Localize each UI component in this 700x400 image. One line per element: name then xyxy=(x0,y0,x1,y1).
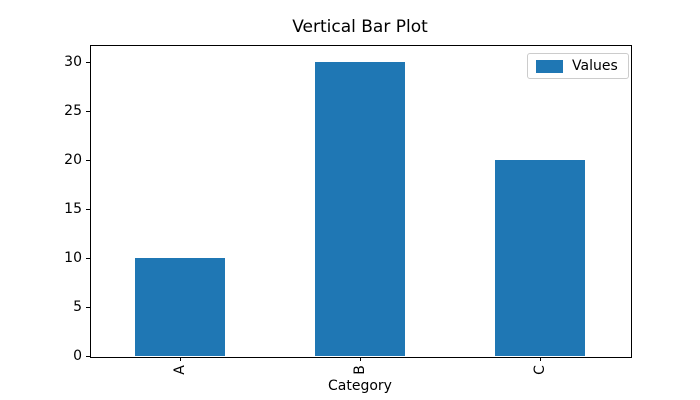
y-tick-label: 15 xyxy=(64,201,82,217)
y-tick-mark xyxy=(86,209,90,210)
y-tick-label: 25 xyxy=(64,103,82,119)
y-tick-label: 5 xyxy=(73,299,82,315)
legend: Values xyxy=(527,53,629,79)
y-tick-mark xyxy=(86,258,90,259)
legend-swatch-icon xyxy=(536,59,563,73)
x-tick-label: C xyxy=(532,365,548,375)
x-axis-label: Category xyxy=(328,378,392,394)
bar-C xyxy=(495,160,585,356)
y-tick-label: 0 xyxy=(73,348,82,364)
y-tick-mark xyxy=(86,62,90,63)
y-tick-label: 30 xyxy=(64,54,82,70)
x-tick-mark xyxy=(540,357,541,361)
y-tick-mark xyxy=(86,307,90,308)
x-tick-mark xyxy=(180,357,181,361)
y-tick-mark xyxy=(86,160,90,161)
chart-title: Vertical Bar Plot xyxy=(292,17,428,37)
y-tick-label: 10 xyxy=(64,250,82,266)
x-tick-label: B xyxy=(352,365,368,375)
y-tick-mark xyxy=(86,356,90,357)
x-tick-mark xyxy=(360,357,361,361)
legend-entry-label: Values xyxy=(572,58,618,74)
y-tick-mark xyxy=(86,111,90,112)
y-tick-label: 20 xyxy=(64,152,82,168)
bar-B xyxy=(315,62,405,356)
x-tick-label: A xyxy=(172,365,188,375)
bar-A xyxy=(135,258,225,356)
